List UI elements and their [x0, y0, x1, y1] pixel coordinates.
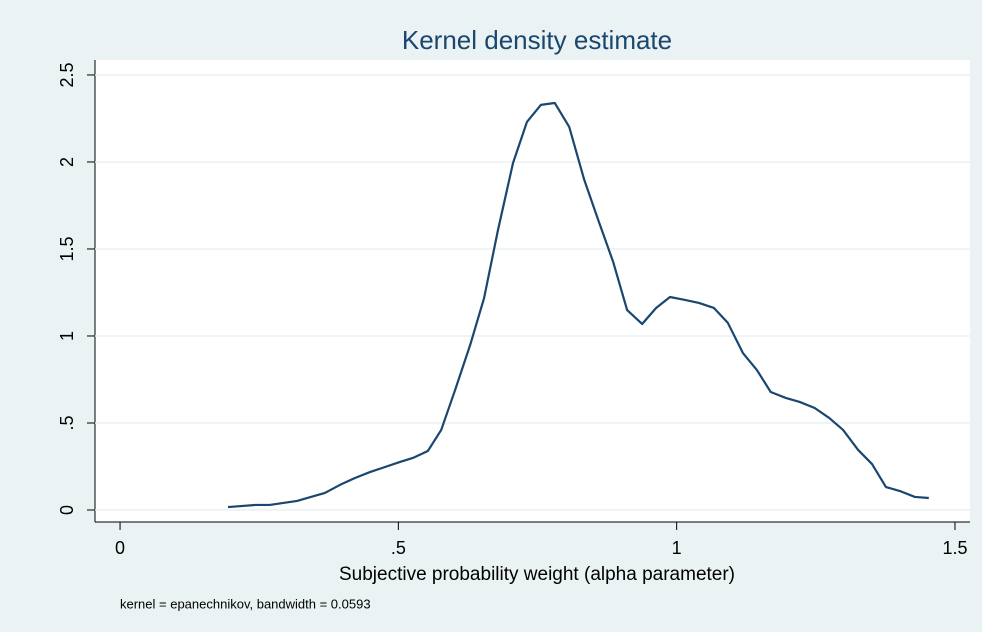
y-tick-label: 1: [57, 331, 77, 341]
y-tick-label: 1.5: [57, 236, 77, 261]
density-line: [227, 101, 929, 509]
plot-area: [95, 60, 970, 522]
y-tick-label: 0: [57, 505, 77, 515]
x-tick-label: 1: [672, 538, 682, 558]
y-tick-label: 2: [57, 157, 77, 167]
x-axis-title: Subjective probability weight (alpha par…: [339, 564, 735, 585]
x-tick-label: .5: [391, 538, 406, 558]
y-tick-label: .5: [57, 415, 77, 430]
note: kernel = epanechnikov, bandwidth = 0.059…: [120, 596, 371, 611]
chart-title: Kernel density estimate: [402, 25, 672, 55]
y-tick-label: 2.5: [57, 62, 77, 87]
x-tick-label: 0: [115, 538, 125, 558]
x-tick-label: 1.5: [942, 538, 967, 558]
